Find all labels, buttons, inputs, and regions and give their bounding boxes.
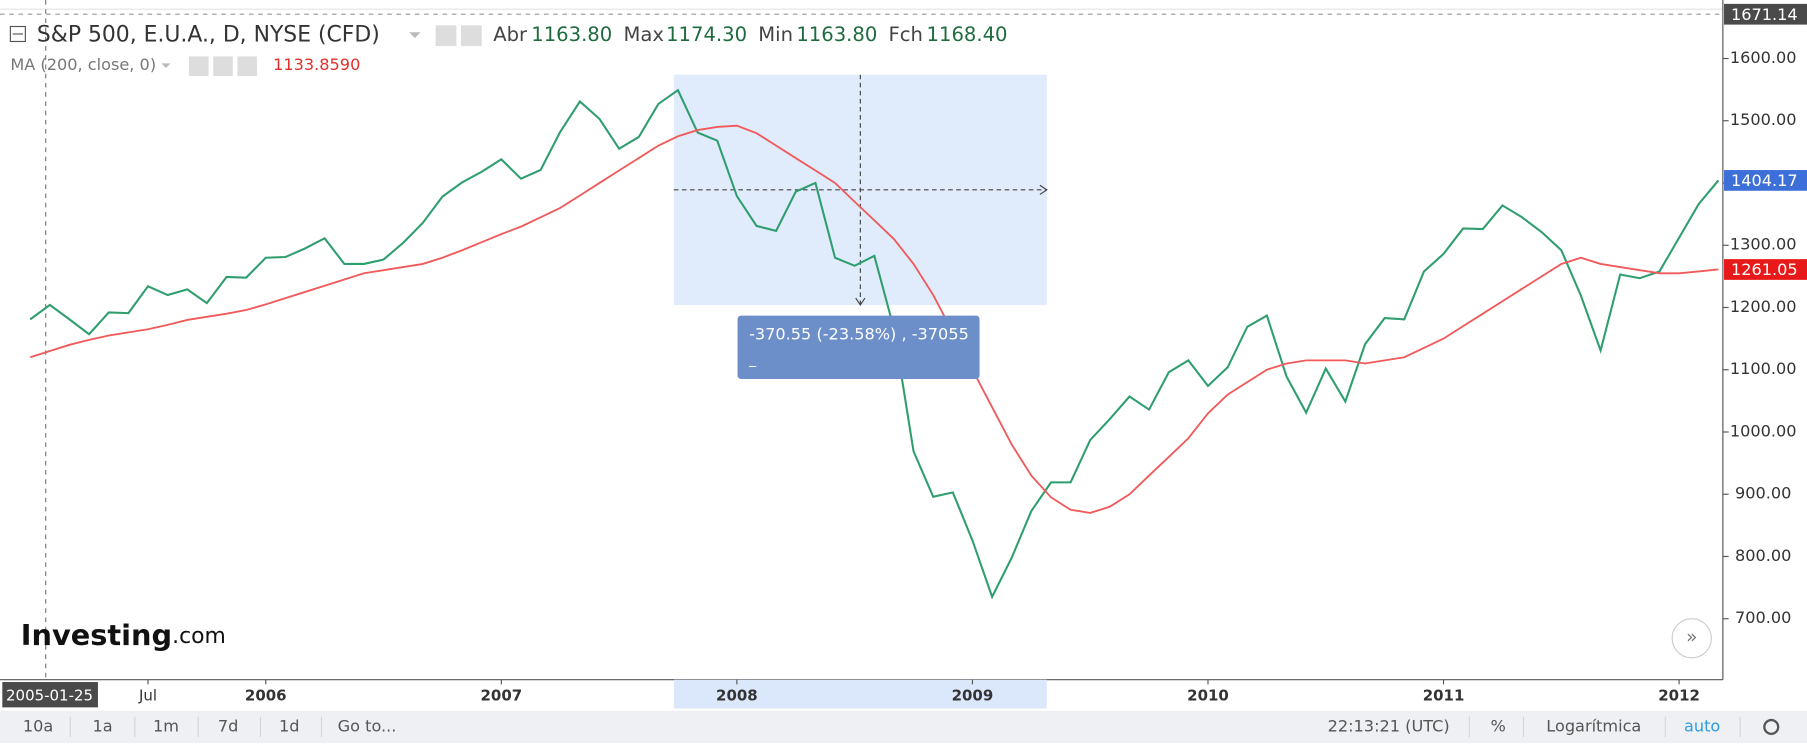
scroll-button[interactable] bbox=[1671, 618, 1712, 659]
y-tick-label: 900.00 bbox=[1735, 484, 1791, 503]
settings-icon[interactable] bbox=[460, 25, 482, 47]
last-value-box bbox=[1724, 170, 1807, 191]
y-tick-label: 1500.00 bbox=[1730, 110, 1797, 129]
last-value-label: 1261.05 bbox=[1731, 260, 1798, 279]
x-tick-label: 2009 bbox=[952, 686, 994, 704]
crosshair-price-label: 1671.14 bbox=[1731, 5, 1798, 24]
last-value-label: 1404.17 bbox=[1731, 171, 1798, 190]
crosshair-date-label: 2005-01-25 bbox=[6, 686, 93, 704]
eye-icon[interactable] bbox=[435, 25, 457, 47]
close-icon[interactable] bbox=[237, 56, 257, 77]
y-tick-label: 800.00 bbox=[1735, 546, 1791, 565]
chart-title: S&P 500, E.U.A., D, NYSE (CFD) bbox=[37, 23, 380, 48]
y-tick-label: 1000.00 bbox=[1730, 421, 1797, 440]
percent-button[interactable]: % bbox=[1490, 716, 1505, 735]
y-tick-label: 1600.00 bbox=[1730, 48, 1797, 67]
y-tick-label: 1100.00 bbox=[1730, 359, 1797, 378]
clock: 22:13:21 (UTC) bbox=[1328, 716, 1450, 735]
x-tick-label: 2006 bbox=[245, 686, 287, 704]
crosshair-price-box bbox=[1724, 3, 1807, 25]
measure-tooltip bbox=[737, 315, 980, 380]
stat-label: Min bbox=[758, 23, 793, 46]
settings-icon[interactable] bbox=[213, 56, 233, 77]
dropdown-icon[interactable] bbox=[161, 63, 171, 68]
stat-label: Max bbox=[623, 23, 663, 46]
x-tick-label: 2011 bbox=[1423, 686, 1465, 704]
x-tick-label: 2008 bbox=[716, 686, 758, 704]
measure-label: -370.55 (-23.58%) , -37055 bbox=[749, 325, 969, 344]
indicator-name: MA (200, close, 0) bbox=[10, 55, 156, 74]
range-button[interactable]: 1a bbox=[92, 716, 112, 735]
log-button[interactable]: Logarítmica bbox=[1546, 716, 1641, 735]
stat-value: 1163.80 bbox=[531, 23, 612, 46]
bottom-toolbar bbox=[0, 710, 1807, 744]
stat-value: 1163.80 bbox=[796, 23, 877, 46]
range-button[interactable]: 10a bbox=[23, 716, 53, 735]
stat-label: Abr bbox=[493, 23, 528, 46]
logo-suffix: .com bbox=[172, 624, 226, 649]
range-button[interactable]: 7d bbox=[218, 716, 239, 735]
measure-sublabel: _ bbox=[748, 351, 757, 367]
x-tick-label: 2010 bbox=[1187, 686, 1229, 704]
eye-icon[interactable] bbox=[188, 56, 209, 77]
range-button[interactable]: 1m bbox=[153, 716, 179, 735]
plot-area bbox=[0, 0, 1723, 680]
y-tick-label: 1200.00 bbox=[1730, 297, 1797, 316]
x-tick-label: Jul bbox=[138, 686, 157, 704]
collapse-icon[interactable] bbox=[9, 25, 26, 43]
logo-brand: Investing bbox=[21, 618, 172, 652]
x-tick-label: 2012 bbox=[1658, 686, 1700, 704]
settings-button[interactable] bbox=[1763, 718, 1780, 736]
goto-button[interactable]: Go to... bbox=[338, 716, 397, 735]
range-button[interactable]: 1d bbox=[279, 716, 300, 735]
x-tick-label: 2007 bbox=[480, 686, 522, 704]
auto-button[interactable]: auto bbox=[1684, 716, 1720, 735]
y-tick-label: 1300.00 bbox=[1730, 235, 1797, 254]
measure-arrowhead bbox=[855, 297, 866, 307]
stat-value: 1168.40 bbox=[927, 23, 1008, 46]
last-value-box bbox=[1724, 259, 1807, 280]
scroll-icon: » bbox=[1686, 627, 1697, 648]
stat-label: Fch bbox=[889, 23, 923, 46]
measure-arrowhead bbox=[1039, 184, 1048, 195]
crosshair-date-box bbox=[2, 682, 98, 708]
ma-line bbox=[29, 124, 1719, 514]
indicator-value: 1133.8590 bbox=[273, 55, 360, 74]
logo: Investing.com bbox=[21, 618, 226, 652]
y-tick-label: 700.00 bbox=[1735, 608, 1791, 627]
toolbar-items: 10a 1a 1m 7d 1d Go to... 22:13:21 (UTC)% Logarí… bbox=[23, 716, 1780, 738]
price-line bbox=[29, 88, 1720, 600]
time-axis-highlight bbox=[673, 679, 1047, 709]
dropdown-icon[interactable] bbox=[409, 32, 421, 39]
stat-value: 1174.30 bbox=[666, 23, 747, 46]
